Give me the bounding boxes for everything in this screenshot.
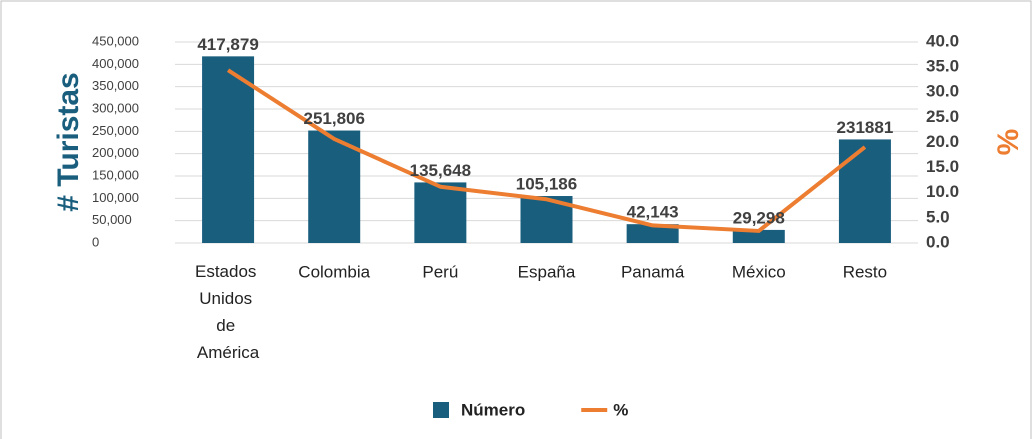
- data-label: 105,186: [516, 175, 577, 194]
- y2-axis-title: %: [992, 129, 1025, 156]
- bar: [732, 229, 785, 243]
- data-label: 29,298: [733, 208, 785, 227]
- legend-label: %: [613, 400, 628, 419]
- data-label: 135,648: [410, 161, 471, 180]
- y-tick-label: 450,000: [92, 33, 139, 48]
- legend-label: Número: [461, 400, 525, 419]
- x-tick-label: Colombia: [298, 262, 370, 281]
- data-label: 42,143: [627, 203, 679, 222]
- y-axis-title: # Turistas: [52, 72, 85, 212]
- y-tick-label: 0: [92, 234, 99, 249]
- y-tick-label: 150,000: [92, 167, 139, 182]
- data-label: 231881: [837, 118, 894, 137]
- x-tick-label: Perú: [422, 262, 458, 281]
- bar: [838, 139, 891, 243]
- data-label: 251,806: [303, 109, 364, 128]
- x-tick-label: España: [518, 262, 576, 281]
- y2-tick-label: 40.0: [926, 31, 959, 50]
- y-tick-label: 200,000: [92, 145, 139, 160]
- y2-tick-label: 30.0: [926, 82, 959, 101]
- x-tick-label: Resto: [843, 262, 887, 281]
- x-tick-label: Panamá: [621, 262, 685, 281]
- line: [226, 68, 867, 233]
- y2-tick-label: 20.0: [926, 132, 959, 151]
- bar: [202, 56, 255, 243]
- bar: [626, 224, 679, 243]
- legend-swatch: [433, 402, 449, 418]
- x-tick-label: Estados Unidos de América: [195, 262, 261, 362]
- y-tick-label: 300,000: [92, 100, 139, 115]
- y-tick-label: 100,000: [92, 190, 139, 205]
- y-tick-label: 400,000: [92, 56, 139, 71]
- data-label: 417,879: [197, 35, 258, 54]
- y2-tick-label: 25.0: [926, 107, 959, 126]
- bar: [414, 182, 467, 243]
- y-tick-label: 250,000: [92, 123, 139, 138]
- y2-tick-label: 5.0: [926, 207, 950, 226]
- y2-tick-label: 0.0: [926, 232, 950, 251]
- y-tick-label: 50,000: [92, 212, 132, 227]
- bar: [308, 130, 361, 243]
- y2-tick-label: 35.0: [926, 57, 959, 76]
- x-tick-label: México: [732, 262, 786, 281]
- y-tick-label: 350,000: [92, 78, 139, 93]
- y2-tick-label: 10.0: [926, 182, 959, 201]
- y2-tick-label: 15.0: [926, 157, 959, 176]
